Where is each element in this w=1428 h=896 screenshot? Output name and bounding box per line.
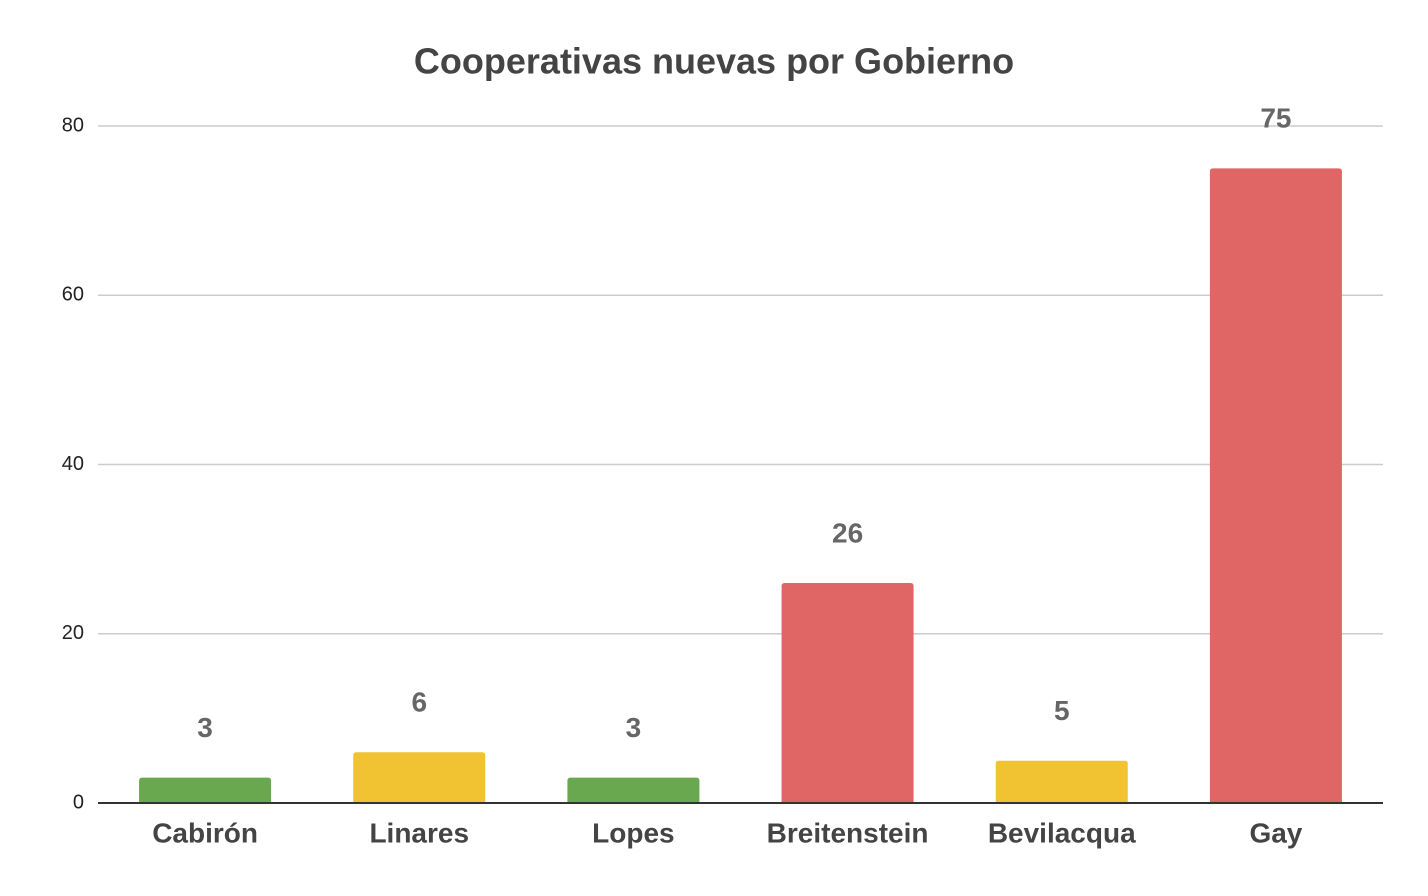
x-tick-label: Gay [1249,817,1302,848]
bar [995,760,1128,803]
x-tick-label: Cabirón [152,817,258,848]
value-label: 3 [197,712,213,743]
value-label: 3 [626,712,642,743]
bar [781,582,914,803]
y-tick-label: 80 [62,114,84,136]
y-tick-label: 20 [62,622,84,644]
value-label: 6 [411,687,427,718]
y-tick-label: 0 [73,791,84,813]
value-label: 26 [832,517,863,548]
value-label: 75 [1260,103,1291,134]
chart-title: Cooperativas nuevas por Gobierno [414,41,1014,82]
bar [567,777,700,803]
y-tick-label: 40 [62,453,84,475]
bar [1209,168,1342,803]
x-tick-label: Breitenstein [767,817,929,848]
x-tick-label: Lopes [592,817,674,848]
x-tick-label: Linares [369,817,469,848]
y-tick-label: 60 [62,284,84,306]
x-tick-label: Bevilacqua [988,817,1136,848]
bar [353,752,486,803]
value-label: 5 [1054,695,1070,726]
bar [139,777,272,803]
